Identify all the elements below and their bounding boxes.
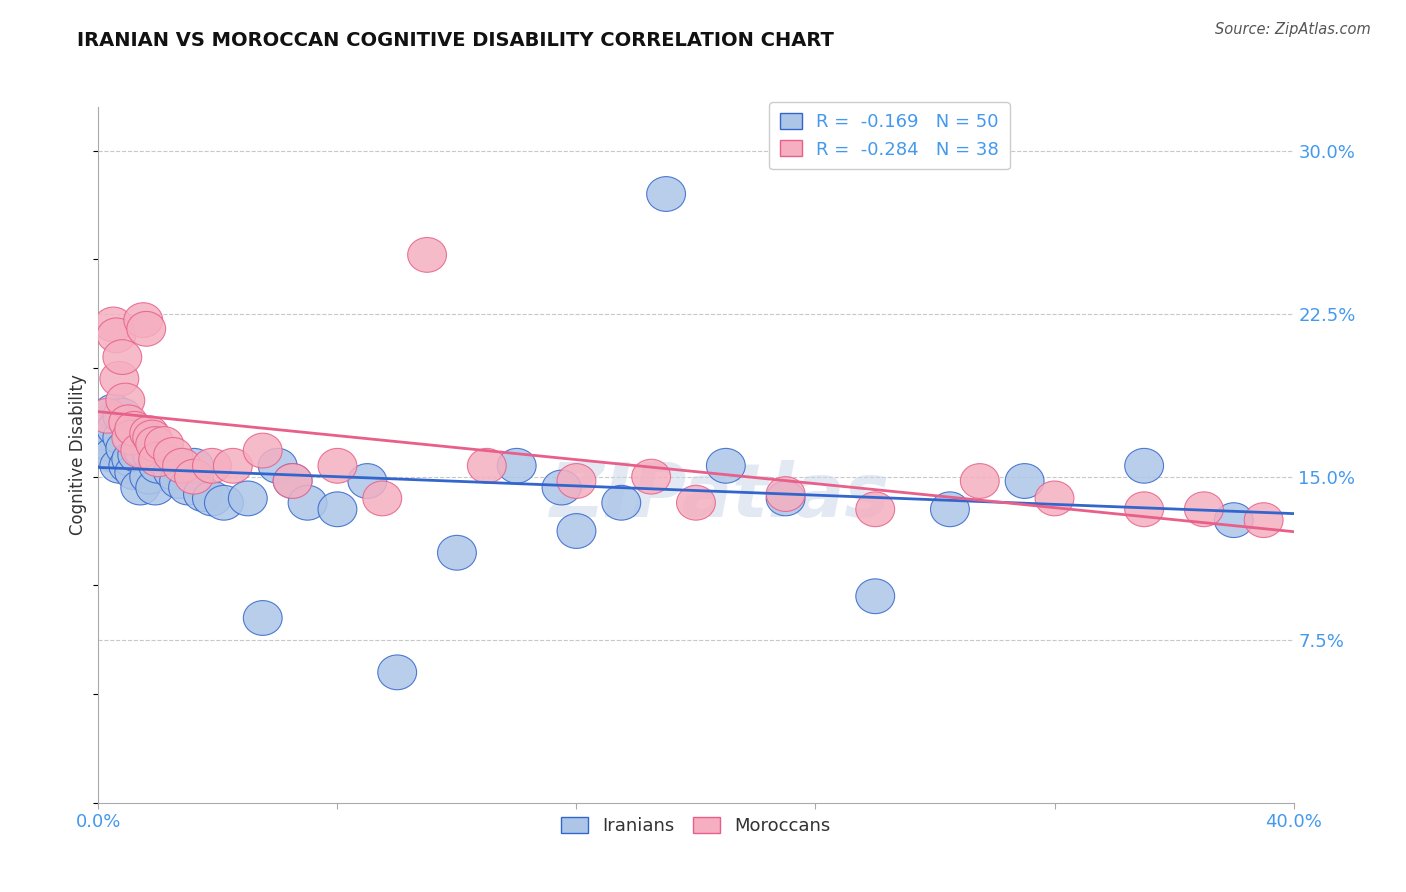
Text: Source: ZipAtlas.com: Source: ZipAtlas.com — [1215, 22, 1371, 37]
Text: IRANIAN VS MOROCCAN COGNITIVE DISABILITY CORRELATION CHART: IRANIAN VS MOROCCAN COGNITIVE DISABILITY… — [77, 31, 834, 50]
Legend: Iranians, Moroccans: Iranians, Moroccans — [554, 810, 838, 842]
Y-axis label: Cognitive Disability: Cognitive Disability — [69, 375, 87, 535]
Text: ZIPatlas: ZIPatlas — [550, 460, 890, 533]
